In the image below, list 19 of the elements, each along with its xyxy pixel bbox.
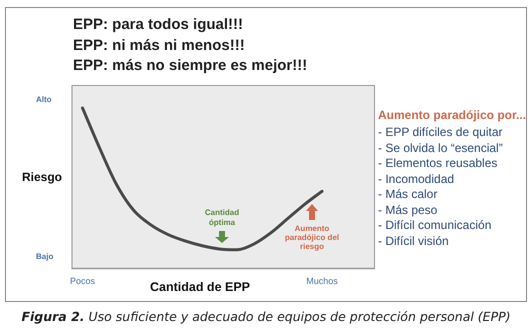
text: - EPP difíciles de quitar (378, 125, 503, 139)
text: - Incomodidad (378, 172, 454, 186)
text: - Difícil comunicación (378, 218, 492, 232)
text: Alto (36, 95, 52, 104)
annotation: Cantidad óptima (204, 208, 240, 228)
text: - Elementos reusables (378, 156, 498, 170)
y-axis-title: Riesgo (22, 170, 62, 184)
x-tick-label: Muchos (306, 276, 338, 286)
text: Bajo (36, 252, 54, 261)
text: Figura 2. Uso suficiente y adecuado de equipos de protección personal (EPP) (20, 309, 512, 324)
chart-title: EPP: para todos igual!!! EPP: ni más ni menos!!! EPP: más no siempre es mejor!!! (73, 15, 308, 76)
text: - Más peso (378, 202, 438, 216)
x-tick-label: Pocos (70, 276, 96, 286)
text: - Se olvida lo “esencial” (378, 140, 503, 154)
annotation: Aumento paradójico del riesgo (284, 224, 340, 251)
text: - Difícil visión (378, 234, 449, 248)
x-axis-title: Cantidad de EPP (148, 280, 252, 294)
text: Aumento paradójico por... (378, 108, 526, 122)
text: - Más calor (378, 187, 438, 201)
